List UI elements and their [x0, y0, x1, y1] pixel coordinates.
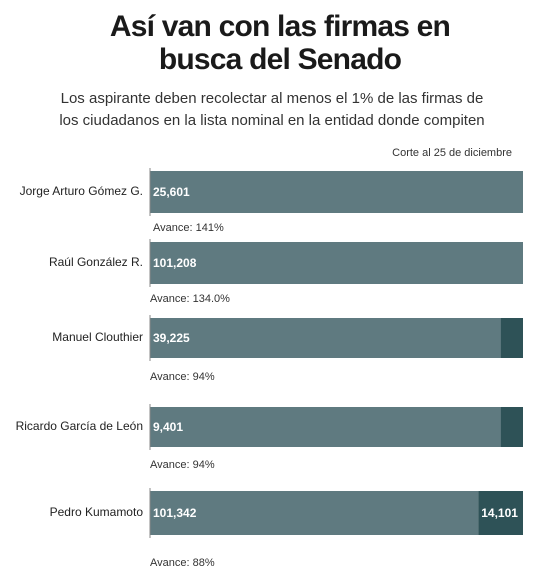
- chart-title: Así van con las firmas en: [110, 10, 450, 43]
- chart-title: busca del Senado: [159, 43, 402, 76]
- subtitle: Los aspirante deben recolectar al menos …: [61, 90, 484, 107]
- bar-segment: [150, 491, 479, 535]
- bar-segment: [500, 318, 523, 358]
- bar-segment: [150, 407, 501, 447]
- segment-label: 101,208: [153, 256, 197, 270]
- bar-segment: [150, 242, 523, 284]
- segment-label: 25,601: [153, 185, 190, 199]
- subtitle: los ciudadanos en la lista nominal en la…: [59, 112, 484, 129]
- annotation: Avance: 141%: [153, 222, 224, 234]
- segment-label: 101,342: [153, 506, 197, 520]
- annotation: Avance: 134.0%: [150, 293, 230, 305]
- bar-segment: [478, 491, 523, 535]
- category-label: Jorge Arturo Gómez G.: [20, 184, 143, 198]
- segment-label: 9,401: [153, 420, 183, 434]
- note: Corte al 25 de diciembre: [392, 147, 512, 159]
- bar-segment: [150, 171, 523, 213]
- category-label: Pedro Kumamoto: [50, 505, 144, 519]
- annotation: Avance: 94%: [150, 459, 215, 471]
- segment-label: 39,225: [153, 331, 190, 345]
- annotation: Avance: 94%: [150, 371, 215, 383]
- bar-segment: [150, 318, 501, 358]
- category-label: Manuel Clouthier: [52, 330, 143, 344]
- bar-segment: [500, 407, 523, 447]
- category-label: Ricardo García de León: [16, 419, 143, 433]
- annotation: Avance: 88%: [150, 557, 215, 569]
- category-label: Raúl González R.: [49, 255, 143, 269]
- segment-label: 14,101: [481, 506, 518, 520]
